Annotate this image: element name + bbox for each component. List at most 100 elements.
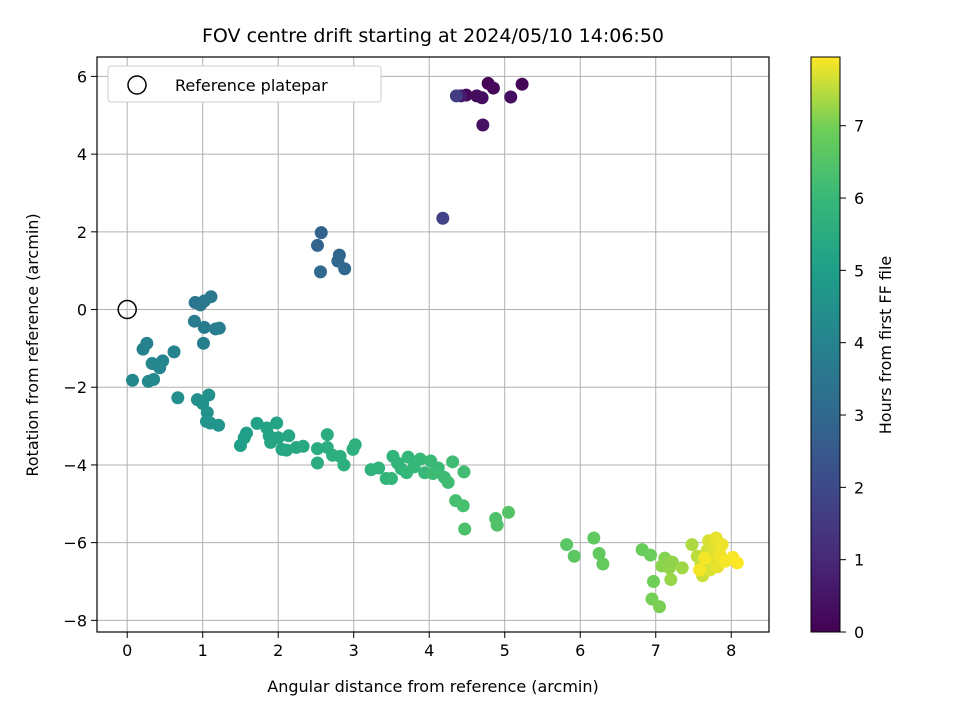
data-point — [646, 574, 660, 588]
legend: Reference platepar — [107, 65, 382, 103]
data-point — [596, 557, 610, 571]
data-point — [348, 438, 362, 452]
data-point — [685, 538, 699, 552]
y-tick-label: 4 — [77, 145, 87, 164]
data-point — [504, 90, 518, 104]
plot-frame — [96, 56, 770, 633]
data-point — [458, 522, 472, 536]
legend-box — [107, 65, 382, 103]
data-point — [250, 416, 264, 430]
data-point — [567, 549, 581, 563]
data-point — [187, 314, 201, 328]
data-point — [204, 290, 218, 304]
colorbar-ticks: 0 1 2 3 4 5 6 7 — [840, 117, 864, 642]
x-tick-label: 2 — [273, 641, 283, 660]
x-tick-label: 5 — [500, 641, 510, 660]
x-tick-label: 4 — [424, 641, 434, 660]
data-point — [337, 458, 351, 472]
y-tick-label: 2 — [77, 223, 87, 242]
data-point — [147, 372, 161, 386]
data-point — [446, 455, 460, 469]
data-point — [456, 499, 470, 513]
data-point — [502, 505, 516, 519]
y-tick-label: −6 — [63, 534, 87, 553]
data-point — [476, 118, 490, 132]
data-point — [153, 361, 167, 375]
data-point — [441, 475, 455, 489]
data-point — [715, 538, 729, 552]
data-point — [665, 555, 679, 569]
colorbar-tick-label: 5 — [854, 261, 864, 280]
data-point — [280, 443, 294, 457]
data-point — [270, 416, 284, 430]
y-tick-label: 0 — [77, 301, 87, 320]
data-point — [338, 262, 352, 276]
data-point — [401, 450, 415, 464]
colorbar-tick-label: 6 — [854, 189, 864, 208]
data-point — [486, 81, 500, 95]
x-axis-ticks: 0 1 2 3 4 5 6 7 8 — [122, 632, 736, 660]
data-point — [653, 600, 667, 614]
colorbar: 0 1 2 3 4 5 6 7 Hours from first FF file — [810, 56, 895, 642]
data-point — [197, 320, 211, 334]
data-point — [320, 428, 334, 442]
data-point — [372, 461, 386, 475]
x-tick-label: 6 — [575, 641, 585, 660]
data-point — [296, 439, 310, 453]
data-point — [413, 452, 427, 466]
y-tick-label: −4 — [63, 456, 87, 475]
colorbar-tick-label: 2 — [854, 478, 864, 497]
data-point — [212, 418, 226, 432]
colorbar-tick-label: 4 — [854, 334, 864, 353]
colorbar-tick-label: 3 — [854, 406, 864, 425]
data-point — [171, 391, 185, 405]
data-point — [490, 518, 504, 532]
y-axis-label: Rotation from reference (arcmin) — [23, 213, 42, 476]
x-tick-label: 8 — [726, 641, 736, 660]
data-point — [426, 466, 440, 480]
data-point — [314, 226, 328, 240]
data-point — [384, 472, 398, 486]
data-point — [560, 538, 574, 552]
grid-lines — [97, 57, 769, 632]
colorbar-tick-label: 1 — [854, 551, 864, 570]
x-tick-label: 7 — [651, 641, 661, 660]
data-point — [675, 561, 689, 575]
data-point — [515, 77, 529, 91]
data-point — [310, 442, 324, 456]
data-point — [449, 89, 463, 103]
data-point — [643, 548, 657, 562]
colorbar-tick-label: 7 — [854, 117, 864, 136]
x-tick-label: 3 — [349, 641, 359, 660]
data-points — [125, 76, 744, 614]
x-tick-label: 1 — [198, 641, 208, 660]
data-point — [698, 551, 712, 565]
chart-title: FOV centre drift starting at 2024/05/10 … — [202, 25, 664, 47]
data-point — [475, 91, 489, 105]
x-tick-label: 0 — [122, 641, 132, 660]
data-point — [167, 345, 181, 359]
data-point — [313, 265, 327, 279]
legend-label: Reference platepar — [175, 76, 328, 95]
reference-point — [117, 299, 137, 320]
data-point — [730, 556, 744, 570]
data-point — [282, 429, 296, 443]
y-axis-ticks: −8 −6 −4 −2 0 2 4 6 — [63, 67, 97, 630]
data-point — [136, 342, 150, 356]
data-point — [264, 435, 278, 449]
legend-marker — [127, 75, 147, 95]
colorbar-tick-label: 0 — [854, 623, 864, 642]
y-tick-label: −2 — [63, 378, 87, 397]
data-point — [587, 531, 601, 545]
y-tick-label: −8 — [63, 611, 87, 630]
data-point — [310, 238, 324, 252]
data-point — [664, 573, 678, 587]
data-point — [125, 373, 139, 387]
data-point — [233, 439, 247, 453]
data-point — [436, 211, 450, 225]
data-point — [693, 563, 707, 577]
x-axis-label: Angular distance from reference (arcmin) — [267, 677, 598, 696]
y-tick-label: 6 — [77, 67, 87, 86]
data-point — [457, 465, 471, 479]
